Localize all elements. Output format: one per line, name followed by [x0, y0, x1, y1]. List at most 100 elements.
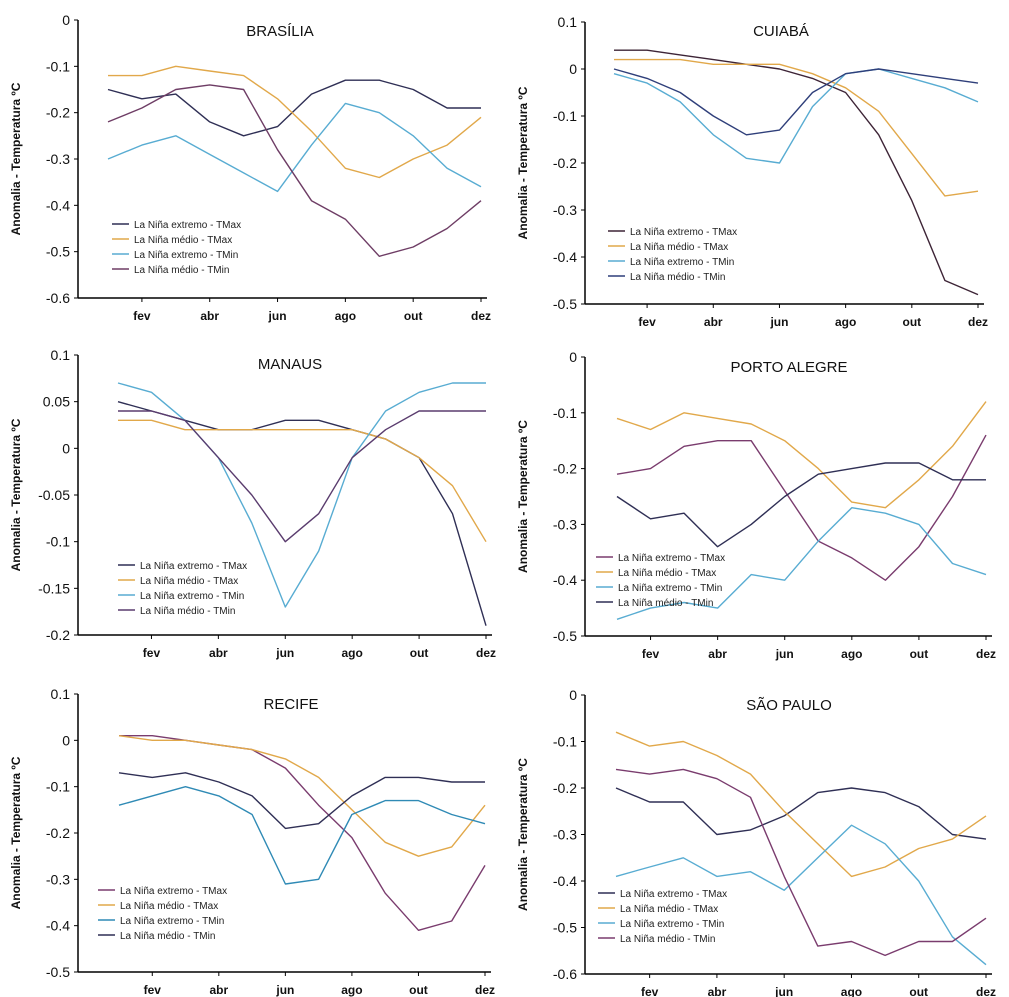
x-tick-label: dez: [476, 646, 496, 660]
series-line: [613, 68, 979, 136]
series-line: [117, 382, 486, 608]
y-tick-label: -0.05: [38, 487, 70, 503]
legend-label: La Niña extremo - TMin: [120, 916, 224, 927]
x-tick-label: ago: [341, 983, 362, 997]
x-tick-label: fev: [144, 983, 162, 997]
x-tick-label: out: [910, 647, 929, 661]
series-line: [108, 65, 482, 179]
y-tick-label: -0.5: [553, 628, 577, 644]
x-tick-label: jun: [775, 647, 794, 661]
legend-label: La Niña médio - TMin: [120, 931, 215, 942]
legend-label: La Niña médio - TMin: [630, 272, 725, 283]
x-tick-label: fev: [638, 315, 656, 329]
y-axis-label: Anomalia - Temperatura ºC: [9, 418, 23, 571]
y-tick-label: -0.4: [46, 197, 70, 213]
series-line: [118, 786, 486, 885]
y-tick-label: 0.05: [43, 394, 70, 410]
legend-label: La Niña extremo - TMax: [620, 889, 727, 900]
y-tick-label: -0.2: [46, 627, 70, 643]
y-tick-label: -0.1: [46, 534, 70, 550]
legend-label: La Niña extremo - TMax: [618, 553, 725, 564]
y-tick-label: -0.6: [553, 966, 577, 982]
chart-panel: SÃO PAULO Anomalia - Temperatura ºC 0 -0.1 -…: [516, 687, 996, 997]
x-tick-label: jun: [275, 646, 294, 660]
legend-label: La Niña médio - TMax: [618, 568, 716, 579]
legend-label: La Niña extremo - TMax: [630, 227, 737, 238]
series-line: [118, 772, 485, 830]
y-tick-label: 0: [569, 61, 577, 77]
y-tick-label: -0.5: [46, 244, 70, 260]
series-line: [615, 731, 987, 878]
y-tick-label: -0.3: [553, 516, 577, 532]
y-axis-label: Anomalia - Temperatura ºC: [9, 82, 23, 235]
x-tick-label: fev: [641, 985, 659, 997]
y-tick-label: -0.5: [46, 964, 70, 980]
y-tick-label: -0.2: [553, 461, 577, 477]
y-tick-label: 0: [62, 440, 70, 456]
x-tick-label: dez: [471, 309, 491, 323]
series-line: [616, 462, 986, 548]
y-tick-label: -0.1: [46, 779, 70, 795]
x-tick-label: ago: [835, 315, 856, 329]
y-tick-label: 0.1: [51, 347, 71, 363]
legend-label: La Niña extremo - TMax: [140, 561, 247, 572]
legend-label: La Niña extremo - TMax: [120, 886, 227, 897]
series-line: [118, 419, 487, 543]
series-line: [119, 735, 486, 931]
series-line: [616, 507, 987, 620]
chart-panel: PORTO ALEGRE Anomalia - Temperatura ºC 0 -0…: [516, 349, 996, 661]
series-line: [615, 768, 987, 957]
y-axis-label: Anomalia - Temperatura ºC: [9, 756, 23, 909]
y-tick-label: -0.2: [46, 105, 70, 121]
y-tick-label: -0.1: [46, 58, 70, 74]
x-tick-label: out: [410, 646, 429, 660]
x-tick-label: ago: [841, 647, 862, 661]
series-line: [107, 79, 481, 137]
y-tick-label: -0.1: [553, 108, 577, 124]
y-tick-label: 0: [62, 12, 70, 28]
legend-label: La Niña médio - TMax: [140, 576, 238, 587]
y-tick-label: 0.1: [558, 14, 578, 30]
x-tick-label: dez: [475, 983, 495, 997]
y-axis-label: Anomalia - Temperatura ºC: [516, 420, 530, 573]
legend-label: La Niña extremo - TMin: [134, 250, 238, 261]
chart-title: SÃO PAULO: [746, 697, 832, 714]
x-tick-label: jun: [275, 983, 294, 997]
y-tick-label: 0: [569, 349, 577, 365]
series-line: [615, 787, 987, 840]
x-tick-label: out: [902, 315, 921, 329]
x-tick-label: ago: [841, 985, 862, 997]
x-tick-label: jun: [769, 315, 788, 329]
series-line: [118, 735, 486, 857]
y-tick-label: -0.5: [553, 920, 577, 936]
y-axis-label: Anomalia - Temperatura ºC: [516, 758, 530, 911]
series-line: [118, 410, 486, 543]
x-tick-label: abr: [708, 985, 727, 997]
y-tick-label: -0.15: [38, 580, 70, 596]
legend-label: La Niña extremo - TMin: [630, 257, 734, 268]
x-tick-label: abr: [704, 315, 723, 329]
legend-label: La Niña médio - TMax: [620, 904, 718, 915]
chart-panel: MANAUS Anomalia - Temperatura ºC 0.1 0.05 0 -…: [9, 347, 496, 660]
y-tick-label: -0.6: [46, 290, 70, 306]
y-tick-label: 0: [569, 687, 577, 703]
y-tick-label: -0.3: [46, 151, 70, 167]
x-tick-label: ago: [342, 646, 363, 660]
y-tick-label: -0.2: [46, 825, 70, 841]
chart-title: RECIFE: [263, 696, 318, 713]
x-tick-label: dez: [968, 315, 988, 329]
chart-title: PORTO ALEGRE: [731, 359, 848, 376]
series-line: [613, 68, 979, 164]
series-line: [616, 434, 987, 581]
y-tick-label: -0.2: [553, 155, 577, 171]
legend-label: La Niña médio - TMin: [134, 265, 229, 276]
legend-label: La Niña médio - TMin: [140, 606, 235, 617]
y-tick-label: -0.2: [553, 780, 577, 796]
x-tick-label: fev: [642, 647, 660, 661]
legend-label: La Niña médio - TMin: [618, 598, 713, 609]
y-tick-label: 0: [62, 732, 70, 748]
legend-label: La Niña médio - TMax: [630, 242, 728, 253]
y-tick-label: -0.3: [553, 827, 577, 843]
y-axis-label: Anomalia - Temperatura ºC: [516, 86, 530, 239]
